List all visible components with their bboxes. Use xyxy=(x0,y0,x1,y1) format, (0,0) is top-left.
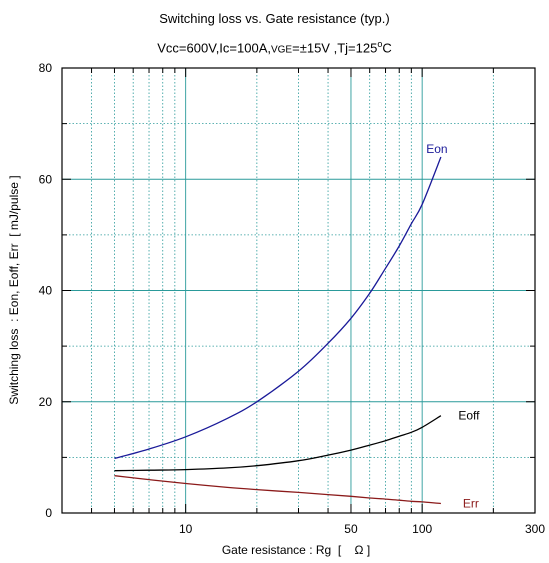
series-line-eon xyxy=(114,156,442,460)
series-label-eoff: Eoff xyxy=(458,409,480,423)
chart-subtitle: Vcc=600V,Ic=100A,VGE=±15V ,Tj=125oC xyxy=(0,39,549,55)
x-tick-label: 10 xyxy=(179,522,193,536)
y-tick-label: 60 xyxy=(39,172,53,186)
subtitle-degree: o xyxy=(377,39,383,49)
y-tick-label: 40 xyxy=(39,284,53,298)
y-axis-label: Switching loss : Eon, Eoff, Err [ mJ/pul… xyxy=(7,175,21,404)
chart-title: Switching loss vs. Gate resistance (typ.… xyxy=(159,11,390,26)
subtitle-vge-label: VGE xyxy=(270,44,293,56)
series-line-err xyxy=(114,475,441,505)
x-axis-label: Gate resistance : Rg [ Ω ] xyxy=(222,543,370,557)
x-tick-label: 50 xyxy=(344,522,358,536)
series-label-eon: Eon xyxy=(426,142,447,156)
series-line-eoff xyxy=(114,415,442,472)
y-tick-label: 0 xyxy=(45,506,52,520)
y-tick-label: 20 xyxy=(39,395,53,409)
subtitle-vge-value: =±15V ,Tj=125 xyxy=(292,40,378,56)
y-tick-label: 80 xyxy=(39,61,53,75)
grid-layer xyxy=(62,68,535,513)
x-tick-label: 300 xyxy=(525,522,545,536)
series-label-err: Err xyxy=(463,497,479,511)
subtitle-vcc-ic: Vcc=600V,Ic=100A, xyxy=(157,40,271,56)
x-tick-label: 100 xyxy=(412,522,432,536)
subtitle-unit: C xyxy=(382,40,392,56)
series-layer xyxy=(114,156,442,505)
tick-layer xyxy=(62,67,536,514)
label-layer: 10 50 100 300 0 20 40 60 80 Eon Eoff Err xyxy=(39,61,546,536)
